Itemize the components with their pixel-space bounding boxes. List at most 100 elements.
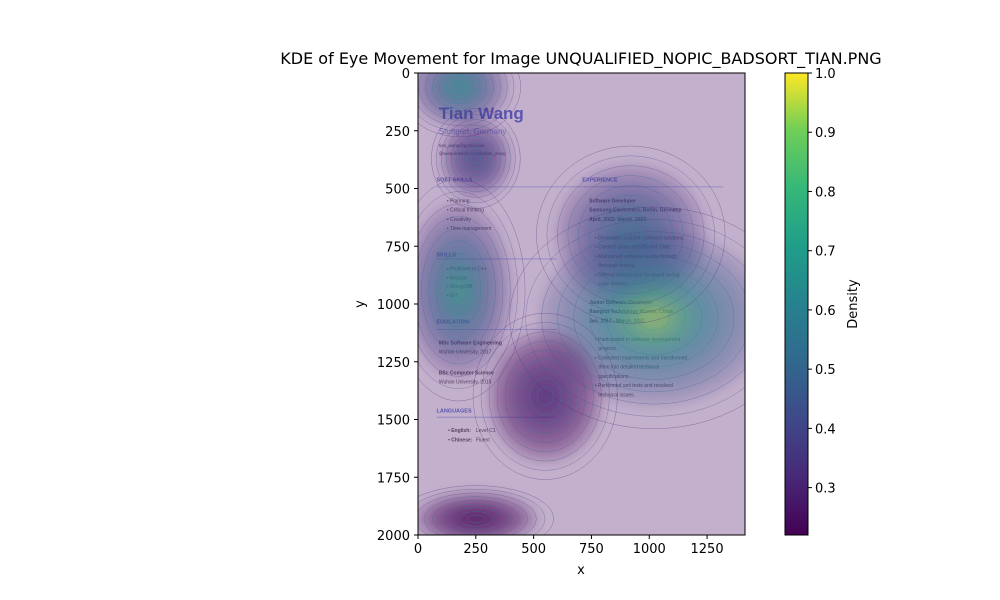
contour-line: [423, 496, 528, 535]
y-tick-label: 2000: [377, 529, 410, 544]
contour-line: [418, 216, 504, 365]
y-axis-label: y: [353, 300, 368, 308]
y-tick-label: 1750: [377, 471, 410, 486]
x-tick-label: 0: [414, 542, 422, 557]
chart-title: KDE of Eye Movement for Image UNQUALIFIE…: [280, 49, 881, 69]
contour-line: [557, 243, 745, 392]
contour-line: [605, 280, 703, 356]
contour-line: [637, 305, 671, 331]
colorbar-tick-label: 0.7: [815, 245, 836, 260]
contour-line: [441, 503, 511, 534]
resume-language: • English:: [448, 428, 471, 434]
contour-line: [567, 175, 694, 295]
contour-line: [436, 113, 516, 204]
contour-lines: [418, 73, 745, 535]
contour-line: [573, 256, 735, 380]
colorbar-tick-label: 0.4: [815, 422, 836, 437]
colorbar-tick-label: 0.3: [815, 482, 836, 497]
contour-line: [504, 349, 586, 443]
contour-line: [557, 165, 705, 304]
contour-line: [425, 73, 494, 115]
contour-line: [452, 81, 467, 93]
contour-line: [431, 108, 521, 209]
colorbar-label: Density: [846, 279, 861, 329]
contour-line: [418, 492, 537, 535]
resume-language-level: Fluent: [476, 437, 491, 443]
contour-line: [620, 224, 642, 245]
contour-line: [480, 322, 610, 471]
y-tick-label: 250: [385, 125, 410, 140]
contour-line: [458, 511, 494, 527]
y-tick-label: 1000: [377, 298, 410, 313]
contour-line: [465, 147, 486, 170]
x-tick-label: 250: [463, 542, 488, 557]
contour-line: [450, 277, 467, 303]
contour-line: [588, 195, 673, 275]
contour-line: [609, 214, 652, 255]
x-tick-label: 1250: [691, 542, 724, 557]
contour-line: [432, 73, 487, 110]
contour-line: [488, 331, 602, 462]
contour-line: [439, 73, 481, 104]
contour-line: [445, 124, 506, 192]
contour-line: [520, 368, 570, 425]
density-blob: [535, 385, 555, 408]
contour-line: [449, 507, 502, 531]
contour-line: [528, 377, 562, 416]
contour-line: [418, 73, 521, 137]
y-tick-label: 500: [385, 183, 410, 198]
contour-line: [445, 75, 474, 99]
colorbar-tick-label: 1.0: [815, 67, 836, 82]
density-blob: [449, 275, 468, 305]
contour-line: [443, 265, 474, 316]
colorbar-tick-label: 0.5: [815, 363, 836, 378]
contour-line: [436, 252, 481, 328]
contour-line: [536, 386, 554, 406]
contour-line: [421, 228, 496, 352]
resume-language-level: Level C1: [476, 428, 496, 434]
x-axis: 0 250 500 750 1000 1250: [414, 535, 724, 557]
contour-line: [512, 359, 578, 434]
density-blob: [465, 514, 487, 524]
colorbar-ticks: 0.3 0.4 0.5 0.6 0.7 0.8 0.9 1.0: [808, 67, 836, 497]
density-blob: [451, 80, 468, 94]
contour-line: [418, 489, 546, 535]
density-blob: [469, 151, 482, 166]
colorbar: 0.3 0.4 0.5 0.6 0.7 0.8 0.9 1.0 Density: [784, 67, 861, 536]
x-axis-label: x: [577, 563, 585, 578]
contour-line: [428, 240, 489, 340]
colorbar-tick-label: 0.6: [815, 304, 836, 319]
contour-line: [536, 145, 726, 324]
contour-line: [466, 514, 485, 523]
contour-line: [432, 500, 520, 535]
x-tick-label: 1000: [633, 542, 666, 557]
contour-line: [525, 219, 745, 417]
resume-list-item: • Planning: [447, 198, 470, 204]
density-blob: [634, 303, 673, 333]
resume-school: Wuhan University, 2015: [439, 380, 492, 386]
contour-line: [546, 155, 715, 314]
colorbar-gradient: [784, 72, 809, 536]
contour-line: [541, 231, 745, 405]
contour-line: [418, 179, 526, 402]
x-tick-label: 750: [579, 542, 604, 557]
contour-line: [441, 119, 511, 198]
contour-line: [450, 130, 501, 187]
contour-line: [455, 136, 496, 181]
contour-line: [472, 313, 618, 480]
contour-line: [460, 141, 491, 176]
contour-line: [509, 206, 745, 429]
resume-section-title: LANGUAGES: [437, 409, 472, 415]
y-tick-label: 1500: [377, 414, 410, 429]
contour-line: [621, 292, 687, 343]
resume-language: • Chinese:: [448, 437, 473, 443]
y-axis: 0 250 500 750 1000 1250 1500 1750 2000: [377, 67, 418, 544]
contour-line: [418, 73, 508, 126]
contour-line: [599, 204, 663, 265]
contour-line: [496, 340, 594, 453]
contour-line: [470, 152, 481, 165]
contour-line: [418, 485, 554, 535]
contour-line: [589, 268, 719, 368]
